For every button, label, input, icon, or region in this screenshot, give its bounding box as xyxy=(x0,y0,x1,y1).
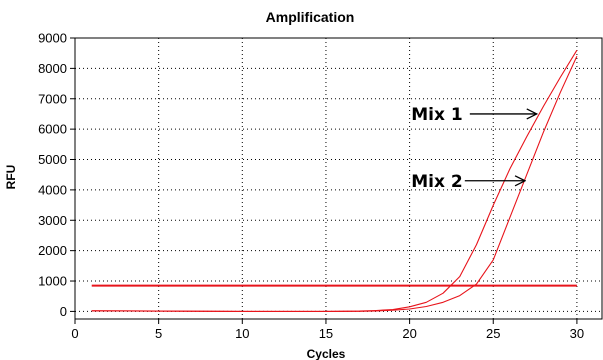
plot-frame xyxy=(74,37,603,320)
y-tick-label: 0 xyxy=(60,304,67,319)
x-tick-label: 10 xyxy=(235,326,249,341)
annotation-label-mix-2: Mix 2 xyxy=(411,172,462,192)
y-tick-label: 3000 xyxy=(38,213,67,228)
chart-title: Amplification xyxy=(266,9,355,25)
x-tick-label: 25 xyxy=(486,326,500,341)
axis-ticks: 0 5 10 15 20 25 30 0 1000 2000 3000 4000 5000 6000 700… xyxy=(38,31,584,342)
y-tick-label: 4000 xyxy=(38,182,67,197)
y-tick-label: 5000 xyxy=(38,152,67,167)
y-axis-label: RFU xyxy=(4,165,18,190)
grid-lines xyxy=(75,37,602,319)
x-tick-label: 15 xyxy=(319,326,333,341)
series-layer xyxy=(91,49,578,312)
x-tick-label: 30 xyxy=(570,326,584,341)
y-tick-label: 9000 xyxy=(38,31,67,46)
x-tick-label: 5 xyxy=(155,326,162,341)
x-tick-label: 20 xyxy=(402,326,416,341)
y-tick-label: 2000 xyxy=(38,243,67,258)
y-tick-label: 6000 xyxy=(38,122,67,137)
x-axis-label: Cycles xyxy=(307,347,346,360)
annotations: Mix 1 Mix 2 xyxy=(411,105,536,192)
series-line-mix-2 xyxy=(91,55,578,312)
y-tick-label: 1000 xyxy=(38,274,67,289)
x-tick-label: 0 xyxy=(71,326,78,341)
y-tick-label: 8000 xyxy=(38,61,67,76)
y-tick-label: 7000 xyxy=(38,91,67,106)
annotation-label-mix-1: Mix 1 xyxy=(411,105,462,125)
